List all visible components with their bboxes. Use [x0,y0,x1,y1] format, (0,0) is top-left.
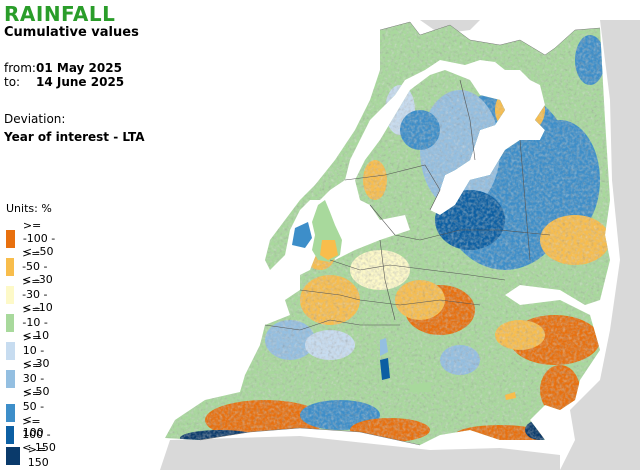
legend-label: >= 30 - < 50 [22,359,50,398]
legend-label: >= -50 - < -30 [22,247,53,286]
legend-label: >= 150 [27,443,49,469]
uk-ireland-land [292,200,342,262]
legend-item: >= -30 - < -10 [6,275,53,314]
legend-label: >= 50 - < 100 [22,387,45,439]
coastlines [199,21,601,446]
legend-label: >= -10 - < 10 [22,303,50,342]
legend-swatch [6,229,15,248]
period-info: from: 01 May 2025 to: 14 June 2025 [4,61,124,89]
rainfall-deviation-map [160,20,640,470]
legend-item: >= 150 [6,443,56,469]
legend-units: Units: % [6,202,52,215]
legend-swatch [6,404,15,422]
legend-item: >= -50 - < -30 [6,247,53,286]
islands [380,338,516,400]
legend-swatch [6,341,15,360]
legend-label: >= -30 - < -10 [22,275,53,314]
legend-item: >= -10 - < 10 [6,303,53,342]
from-date: 01 May 2025 [36,61,122,75]
legend-swatch [6,447,20,465]
deviation-label: Deviation: [4,112,66,126]
legend-label: >= 10 - < 30 [22,331,50,370]
to-date: 14 June 2025 [36,75,125,89]
legend-swatch [6,425,15,444]
legend-swatch [6,285,15,304]
to-label: to: [4,75,21,89]
legend-label: >= 100 - < 150 [22,415,56,454]
legend-swatch [6,257,15,276]
legend-item: >= 10 - < 30 [6,331,53,370]
map-title: RAINFALL [4,2,116,26]
legend-item: >= -100 - < -50 [6,219,60,258]
deviation-info: Deviation: Year of interest - LTA [4,110,145,146]
legend-swatch [6,313,15,332]
legend-item: >= 100 - < 150 [6,415,56,454]
deviation-value: Year of interest - LTA [4,130,145,144]
country-borders [264,79,551,331]
legend-item: >= 50 - < 100 [6,387,56,439]
map-legend: Units: % >= -100 - < -50 >= -50 - < -30 … [6,202,56,469]
legend-item: >= 30 - < 50 [6,359,53,398]
legend-swatch [6,369,15,388]
legend-label: >= -100 - < -50 [22,219,56,258]
map-subtitle: Cumulative values [4,25,139,40]
from-label: from: [4,61,36,75]
rainfall-field [165,22,610,445]
